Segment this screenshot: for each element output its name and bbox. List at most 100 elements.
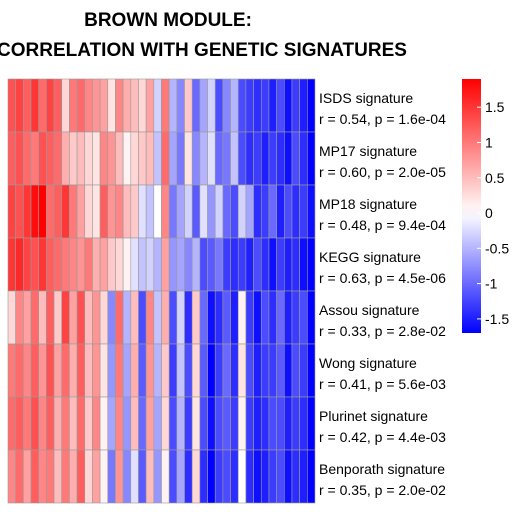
heatmap-cell	[46, 184, 55, 239]
heatmap-cell	[191, 131, 201, 186]
heatmap-cell	[7, 449, 16, 504]
heatmap-cell	[23, 78, 32, 133]
row-stats-label: r = 0.54, p = 1.6e-04	[319, 111, 446, 127]
heatmap-cell	[283, 343, 293, 398]
heatmap-cell	[291, 343, 300, 398]
heatmap-cell	[7, 131, 16, 186]
colorbar-legend: 1.5 1 0.5 0 -0.5 -1 -1.5	[462, 79, 509, 333]
heatmap-cell	[199, 343, 208, 398]
heatmap-cell	[61, 290, 70, 345]
heatmap-cell	[15, 290, 24, 345]
heatmap-cell	[7, 396, 16, 451]
heatmap-cell	[99, 78, 109, 133]
colorbar-tick-label: 0	[485, 205, 493, 221]
colorbar-gradient	[462, 79, 481, 333]
heatmap-cell	[153, 131, 162, 186]
heatmap-cell	[30, 131, 39, 186]
heatmap-cell	[168, 78, 178, 133]
heatmap-cell	[207, 237, 216, 292]
heatmap-cell	[130, 290, 139, 345]
heatmap-cell	[214, 237, 224, 292]
row-stats-label: r = 0.33, p = 2.8e-02	[319, 323, 446, 339]
heatmap-cell	[199, 396, 208, 451]
heatmap-cell	[230, 184, 239, 239]
heatmap-cell	[176, 78, 185, 133]
heatmap-cell	[53, 131, 63, 186]
heatmap-cell	[84, 449, 93, 504]
heatmap-cell	[107, 78, 116, 133]
heatmap-cell	[145, 184, 155, 239]
heatmap-cell	[130, 184, 139, 239]
heatmap-cell	[253, 78, 262, 133]
heatmap-cell	[61, 131, 70, 186]
heatmap-cell	[276, 290, 285, 345]
heatmap-cell	[260, 184, 270, 239]
heatmap-cell	[253, 449, 262, 504]
heatmap-cell	[283, 396, 293, 451]
heatmap-cell	[138, 343, 147, 398]
heatmap-cell	[260, 290, 270, 345]
heatmap-cell	[207, 396, 216, 451]
heatmap-cell	[145, 78, 155, 133]
heatmap-cell	[53, 343, 63, 398]
row-name-label: MP17 signature	[319, 143, 417, 159]
heatmap-cell	[191, 237, 201, 292]
heatmap-cell	[61, 343, 70, 398]
heatmap-cell	[168, 184, 178, 239]
heatmap-cell	[207, 449, 216, 504]
heatmap-cell	[291, 449, 300, 504]
heatmap-cell	[299, 343, 308, 398]
heatmap-cell	[122, 184, 132, 239]
heatmap-cell	[253, 237, 262, 292]
colorbar-tick-label: 1.5	[485, 99, 505, 115]
heatmap-cell	[230, 449, 239, 504]
heatmap-cell	[184, 131, 193, 186]
heatmap-cell	[46, 237, 55, 292]
heatmap-cell	[153, 78, 162, 133]
heatmap-cell	[130, 449, 139, 504]
heatmap-cell	[161, 78, 170, 133]
heatmap-cell	[207, 131, 216, 186]
heatmap-cell	[222, 290, 231, 345]
heatmap-cell	[46, 290, 55, 345]
heatmap-cell	[76, 396, 86, 451]
heatmap-cell	[130, 237, 139, 292]
row-name-label: KEGG signature	[319, 249, 421, 265]
heatmap-cell	[283, 78, 293, 133]
heatmap-cell	[307, 237, 316, 292]
heatmap-cell	[23, 290, 32, 345]
heatmap-cell	[222, 343, 231, 398]
heatmap-cell	[107, 237, 116, 292]
row-labels: ISDS signature r = 0.54, p = 1.6e-04 MP17 …	[319, 90, 446, 498]
heatmap-cell	[207, 290, 216, 345]
heatmap-cell	[115, 237, 124, 292]
heatmap-cell	[283, 131, 293, 186]
heatmap-cell	[260, 396, 270, 451]
heatmap-cell	[176, 396, 185, 451]
heatmap-cell	[283, 184, 293, 239]
heatmap-cell	[92, 131, 101, 186]
row-stats-label: r = 0.63, p = 4.5e-06	[319, 270, 446, 286]
heatmap-cell	[115, 290, 124, 345]
heatmap-cell	[69, 343, 78, 398]
heatmap-cell	[99, 449, 109, 504]
heatmap-cell	[61, 184, 70, 239]
heatmap-cell	[168, 290, 178, 345]
heatmap-cell	[30, 290, 39, 345]
heatmap-cell	[184, 396, 193, 451]
heatmap-cell	[184, 449, 193, 504]
heatmap-cell	[145, 343, 155, 398]
heatmap-cell	[153, 396, 162, 451]
heatmap-cell	[176, 131, 185, 186]
heatmap-cell	[307, 290, 316, 345]
heatmap-cell	[46, 396, 55, 451]
heatmap-cell	[161, 449, 170, 504]
heatmap-cell	[214, 131, 224, 186]
heatmap-cell	[176, 290, 185, 345]
heatmap-cell	[130, 343, 139, 398]
heatmap-cell	[23, 343, 32, 398]
row-name-label: Benporath signature	[319, 461, 445, 477]
heatmap-cell	[245, 449, 254, 504]
heatmap-cell	[23, 237, 32, 292]
